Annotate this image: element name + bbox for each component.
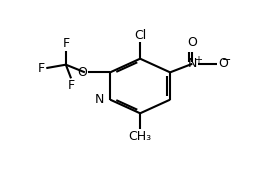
Text: N: N [94,93,104,106]
Text: CH₃: CH₃ [129,130,152,143]
Text: O: O [77,66,87,79]
Text: F: F [68,79,75,92]
Text: F: F [38,62,45,75]
Text: −: − [221,55,231,65]
Text: F: F [62,37,69,50]
Text: +: + [194,55,202,65]
Text: O: O [218,57,228,70]
Text: N: N [188,57,197,70]
Text: O: O [187,36,197,49]
Text: Cl: Cl [134,29,146,42]
